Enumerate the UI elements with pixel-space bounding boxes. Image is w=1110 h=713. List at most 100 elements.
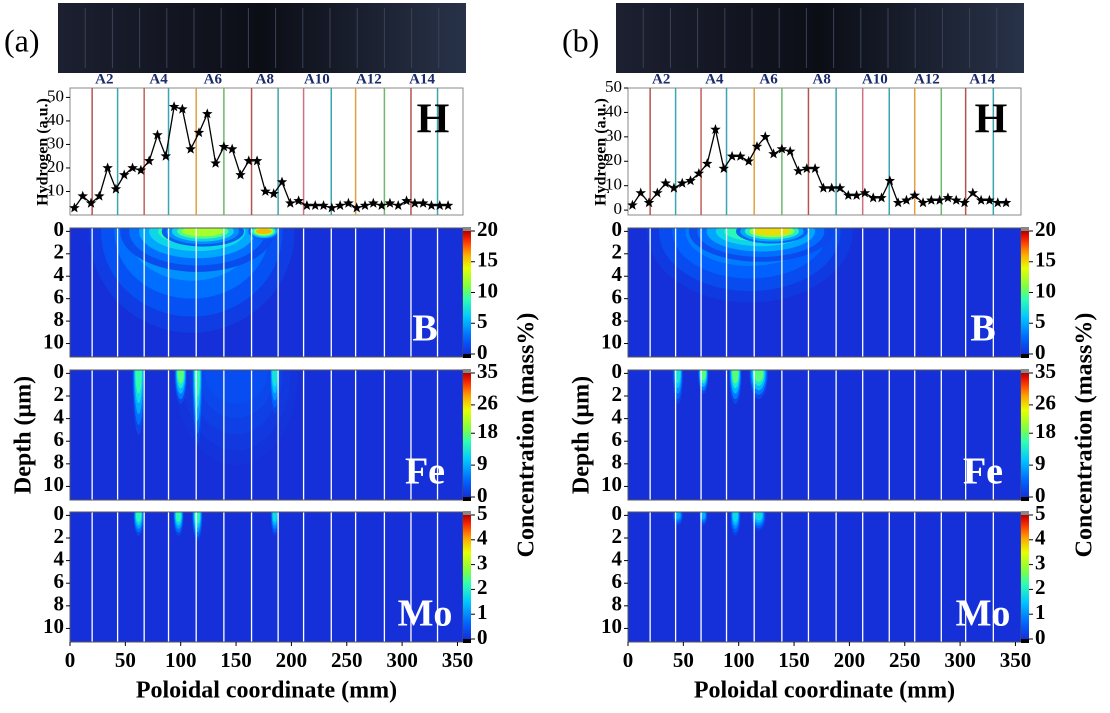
data-star <box>276 176 288 187</box>
data-star <box>1000 197 1012 208</box>
tile-label: A2 <box>95 71 113 87</box>
contour-level <box>753 370 764 382</box>
colorbar <box>463 515 471 639</box>
data-star <box>760 131 771 142</box>
data-star <box>210 157 221 168</box>
data-star <box>417 197 429 208</box>
x-tick-label: 300 <box>944 648 976 672</box>
colorbar-label: Concentration (mass%) <box>1072 313 1098 558</box>
data-star <box>218 141 230 152</box>
colorbar-overflow <box>1021 511 1029 515</box>
y-tick-label: 8 <box>54 592 65 616</box>
data-star <box>901 194 912 205</box>
x-tick-label: 200 <box>276 648 308 672</box>
sample-photo <box>58 3 466 73</box>
map-background <box>628 370 1021 500</box>
y-tick-label: 6 <box>612 427 623 451</box>
y-tick-label: 10 <box>605 175 622 194</box>
data-star <box>668 182 680 193</box>
colorbar-tick-label: 0 <box>1035 483 1046 507</box>
data-star <box>934 194 945 205</box>
colorbar-tick-label: 3 <box>1035 550 1046 574</box>
y-tick-label: 40 <box>605 101 622 120</box>
data-star <box>177 103 188 114</box>
colorbar-tick-label: 3 <box>477 550 488 574</box>
y-tick-label: 50 <box>47 86 64 105</box>
y-tick-label: 6 <box>54 569 65 593</box>
y-tick-label: 0 <box>614 199 623 218</box>
x-tick-label: 300 <box>386 648 418 672</box>
colorbar-overflow <box>463 369 471 373</box>
data-star <box>693 168 705 178</box>
data-star <box>984 194 995 205</box>
x-tick-label: 0 <box>65 648 76 672</box>
y-axis-label: Depth (μm) <box>11 376 37 494</box>
data-star <box>892 197 904 208</box>
colorbar-label: Concentration (mass%) <box>514 313 540 558</box>
colorbar <box>1021 231 1029 354</box>
colorbar-underflow <box>463 497 471 501</box>
data-star <box>785 146 796 156</box>
colorbar-tick-label: 26 <box>1035 391 1056 415</box>
colorbar-underflow <box>1021 639 1029 643</box>
y-tick-label: 30 <box>605 126 622 145</box>
data-star <box>152 129 163 140</box>
x-tick-label: 200 <box>834 648 866 672</box>
data-star <box>301 200 313 210</box>
contour-map <box>70 512 463 642</box>
colorbar-underflow <box>463 354 471 358</box>
x-tick-label: 100 <box>165 648 197 672</box>
data-star <box>135 164 147 175</box>
y-tick-label: 20 <box>47 157 64 176</box>
data-star <box>768 148 779 159</box>
element-label: H <box>975 97 1008 143</box>
colorbar-underflow <box>1021 497 1029 501</box>
y-tick-label: 0 <box>54 501 65 525</box>
tile-label: A10 <box>304 71 330 87</box>
data-star <box>726 150 738 161</box>
panel-label: (b) <box>562 22 599 58</box>
x-tick-label: 50 <box>115 648 136 672</box>
colorbar-tick-label: 5 <box>1035 501 1046 525</box>
contour-level <box>732 512 738 523</box>
data-star <box>293 195 304 206</box>
contour-level <box>135 370 142 394</box>
data-star <box>793 165 804 176</box>
data-star <box>884 175 895 186</box>
y-tick-label: 30 <box>47 133 64 152</box>
tile-label: A4 <box>705 71 724 87</box>
data-star <box>926 194 937 205</box>
data-star <box>409 197 421 208</box>
map-background <box>628 512 1021 642</box>
data-star <box>202 108 213 119</box>
y-tick-label: 50 <box>605 77 622 96</box>
contour-level <box>272 370 278 387</box>
contour-level <box>181 228 224 237</box>
y-tick-label: 0 <box>612 359 623 383</box>
y-tick-label: 6 <box>612 569 623 593</box>
colorbar-overflow <box>463 511 471 515</box>
colorbar-tick-label: 10 <box>477 278 498 302</box>
data-star <box>160 150 171 161</box>
data-star <box>285 197 296 208</box>
colorbar-overflow <box>1021 369 1029 373</box>
element-label: Fe <box>405 451 445 493</box>
colorbar-tick-label: 9 <box>477 451 488 475</box>
contour-level <box>753 228 791 236</box>
colorbar-tick-label: 4 <box>477 526 488 550</box>
y-tick-label: 4 <box>612 262 623 286</box>
sample-photo <box>616 3 1024 73</box>
contour-level <box>177 370 184 384</box>
data-star <box>243 155 254 166</box>
colorbar-tick-label: 20 <box>1035 217 1056 241</box>
data-star <box>143 155 155 166</box>
colorbar-tick-label: 35 <box>477 359 498 383</box>
contour-map <box>628 370 1021 500</box>
y-tick-label: 10 <box>43 472 64 496</box>
contour-level <box>194 512 200 524</box>
y-tick-label: 2 <box>612 240 623 264</box>
data-star <box>917 197 929 208</box>
colorbar-tick-label: 18 <box>1035 419 1056 443</box>
panel-label: (a) <box>4 22 40 58</box>
